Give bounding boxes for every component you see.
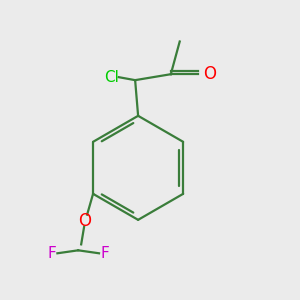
- Text: F: F: [100, 246, 109, 261]
- Text: F: F: [47, 246, 56, 261]
- Text: O: O: [78, 212, 91, 230]
- Text: O: O: [203, 65, 216, 83]
- Text: Cl: Cl: [104, 70, 119, 85]
